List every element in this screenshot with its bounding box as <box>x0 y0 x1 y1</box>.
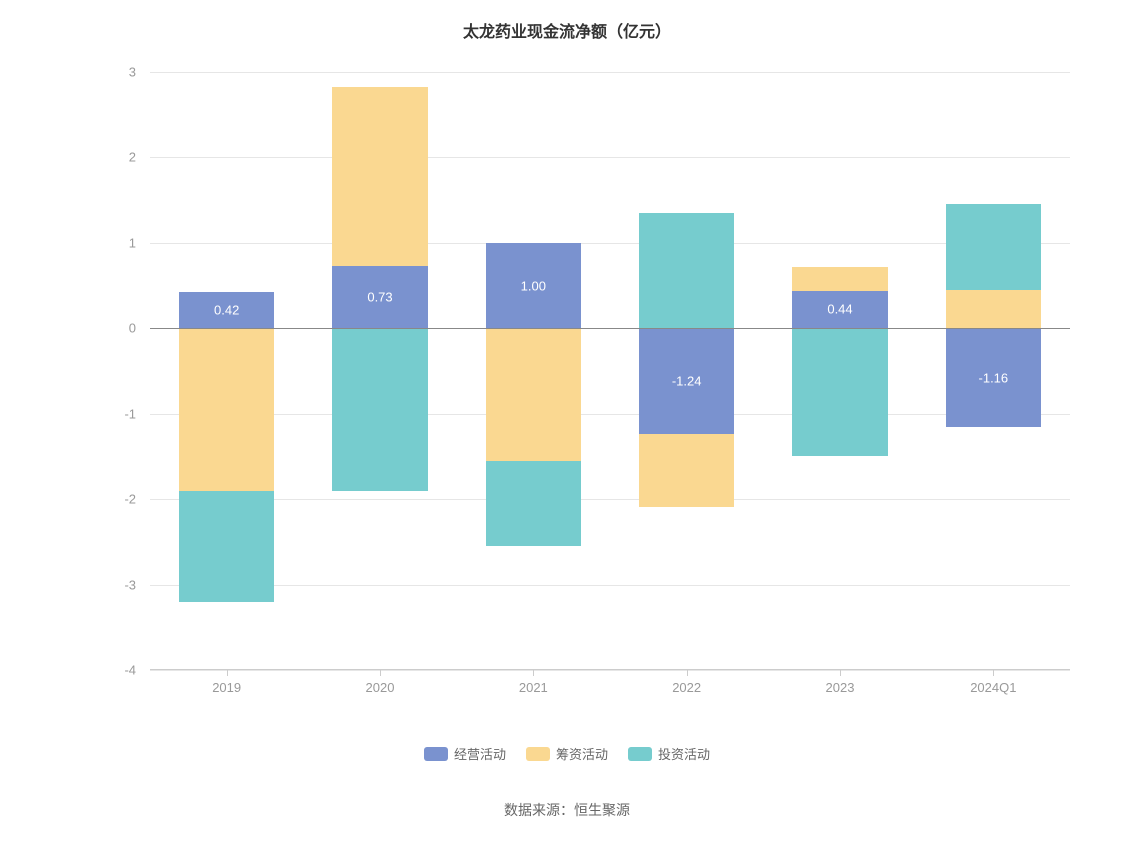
bar-segment <box>332 87 427 266</box>
gridline <box>150 243 1070 244</box>
x-tick-label: 2019 <box>212 680 241 695</box>
bar-segment <box>486 461 581 546</box>
y-tick-label: -1 <box>124 406 136 421</box>
plot-area: -4-3-2-1012320190.4220200.7320211.002022… <box>150 72 1070 670</box>
y-tick-label: 3 <box>129 65 136 80</box>
x-tick <box>687 670 688 676</box>
x-tick-label: 2024Q1 <box>970 680 1016 695</box>
x-tick-label: 2020 <box>366 680 395 695</box>
gridline <box>150 157 1070 158</box>
bar-segment <box>639 434 734 507</box>
x-axis-line <box>150 669 1070 670</box>
bar-segment <box>792 328 887 456</box>
bar-segment <box>179 491 274 602</box>
y-tick-label: 0 <box>129 321 136 336</box>
gridline <box>150 499 1070 500</box>
y-tick-label: -4 <box>124 663 136 678</box>
x-tick-label: 2022 <box>672 680 701 695</box>
y-tick-label: -2 <box>124 492 136 507</box>
legend: 经营活动 筹资活动 投资活动 <box>0 744 1134 766</box>
x-tick-label: 2021 <box>519 680 548 695</box>
legend-item: 经营活动 <box>424 744 506 763</box>
cashflow-chart: 太龙药业现金流净额（亿元） -4-3-2-1012320190.4220200.… <box>0 0 1134 849</box>
gridline <box>150 72 1070 73</box>
legend-swatch <box>628 747 652 761</box>
bar-segment <box>486 328 581 460</box>
bar-segment <box>792 267 887 291</box>
bar-value-label: 0.42 <box>214 303 239 318</box>
y-tick-label: 2 <box>129 150 136 165</box>
y-tick-label: -3 <box>124 577 136 592</box>
legend-swatch <box>526 747 550 761</box>
legend-label: 筹资活动 <box>556 744 608 763</box>
bar-segment <box>332 328 427 490</box>
bar-segment <box>639 213 734 328</box>
bar-segment <box>179 328 274 490</box>
gridline <box>150 414 1070 415</box>
gridline <box>150 585 1070 586</box>
chart-title: 太龙药业现金流净额（亿元） <box>0 18 1134 42</box>
legend-label: 经营活动 <box>454 744 506 763</box>
x-tick <box>993 670 994 676</box>
data-source: 数据来源：恒生聚源 <box>0 800 1134 820</box>
bar-segment <box>946 290 1041 328</box>
legend-swatch <box>424 747 448 761</box>
x-tick <box>227 670 228 676</box>
y-tick-label: 1 <box>129 235 136 250</box>
x-tick <box>840 670 841 676</box>
x-tick-label: 2023 <box>826 680 855 695</box>
x-tick <box>380 670 381 676</box>
legend-item: 筹资活动 <box>526 744 608 763</box>
x-tick <box>533 670 534 676</box>
bar-value-label: -1.16 <box>979 370 1009 385</box>
bar-value-label: 0.73 <box>367 290 392 305</box>
zero-line <box>150 328 1070 329</box>
bar-value-label: -1.24 <box>672 374 702 389</box>
gridline <box>150 670 1070 671</box>
legend-item: 投资活动 <box>628 744 710 763</box>
bar-value-label: 0.44 <box>827 302 852 317</box>
bar-segment <box>946 204 1041 289</box>
bar-value-label: 1.00 <box>521 278 546 293</box>
legend-label: 投资活动 <box>658 744 710 763</box>
